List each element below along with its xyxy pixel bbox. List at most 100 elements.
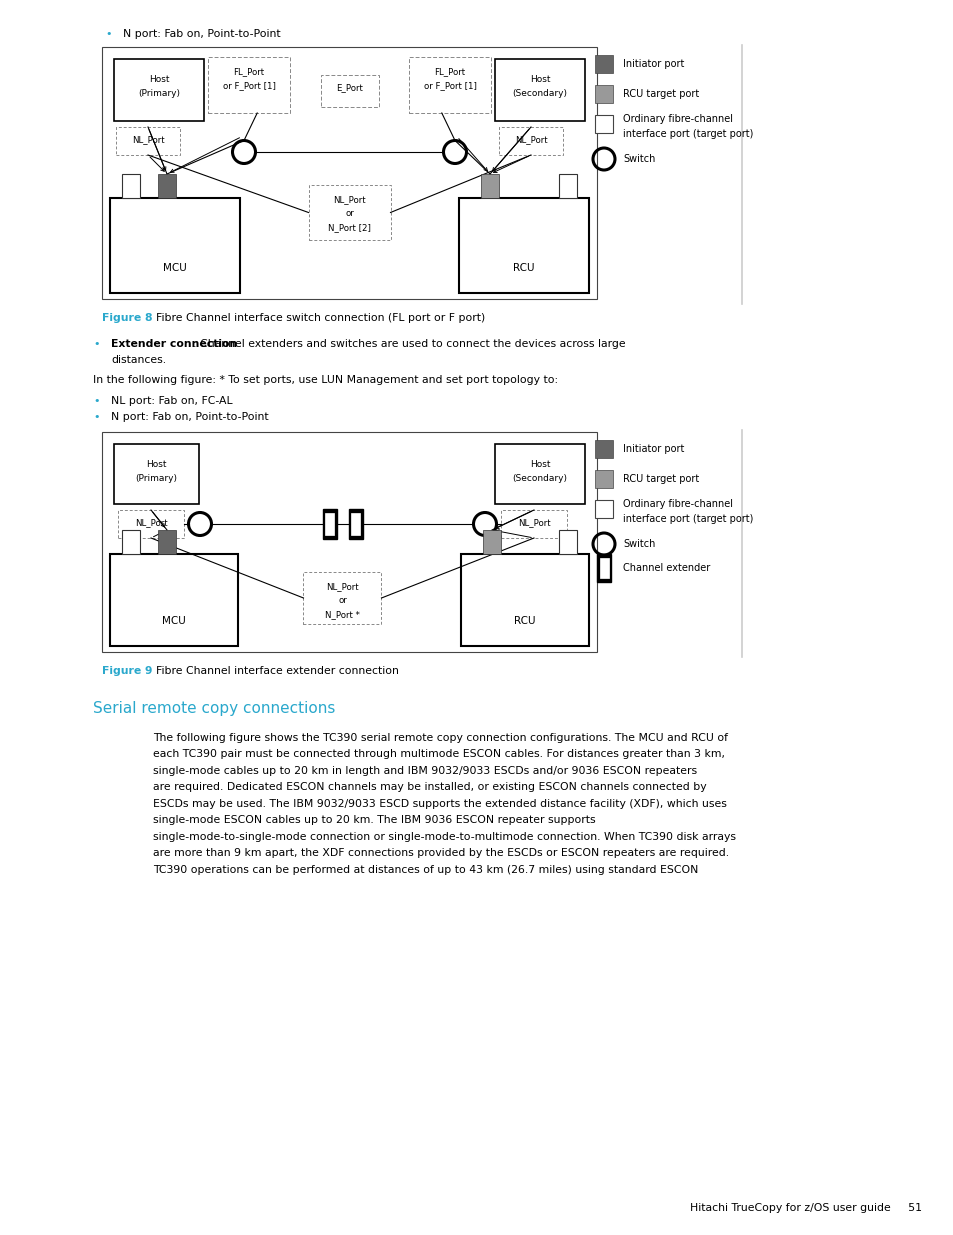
Text: interface port (target port): interface port (target port) bbox=[622, 514, 753, 524]
Bar bbox=[558, 530, 577, 555]
Text: FL_Port: FL_Port bbox=[434, 67, 465, 77]
Text: NL port: Fab on, FC-AL: NL port: Fab on, FC-AL bbox=[111, 396, 233, 406]
Text: Fibre Channel interface switch connection (FL port or F port): Fibre Channel interface switch connectio… bbox=[149, 312, 485, 324]
Text: Ordinary fibre-channel: Ordinary fibre-channel bbox=[622, 114, 732, 124]
Bar bbox=[122, 530, 140, 555]
Text: interface port (target port): interface port (target port) bbox=[622, 128, 753, 140]
Text: MCU: MCU bbox=[162, 616, 186, 626]
Text: N_Port [2]: N_Port [2] bbox=[328, 224, 371, 232]
Text: •: • bbox=[105, 28, 112, 40]
Text: •: • bbox=[92, 338, 99, 350]
Bar bbox=[595, 440, 613, 458]
Text: single-mode cables up to 20 km in length and IBM 9032/9033 ESCDs and/or 9036 ESC: single-mode cables up to 20 km in length… bbox=[152, 766, 697, 776]
Text: The following figure shows the TC390 serial remote copy connection configuration: The following figure shows the TC390 ser… bbox=[152, 734, 727, 743]
Bar bbox=[595, 115, 613, 133]
Bar bbox=[351, 513, 359, 535]
Text: Extender connection: Extender connection bbox=[111, 338, 237, 350]
Bar bbox=[595, 56, 613, 73]
Text: TC390 operations can be performed at distances of up to 43 km (26.7 miles) using: TC390 operations can be performed at dis… bbox=[152, 864, 698, 876]
Bar bbox=[495, 445, 584, 504]
Bar bbox=[102, 47, 597, 299]
Bar bbox=[113, 59, 204, 121]
Bar bbox=[320, 75, 378, 107]
Bar bbox=[482, 530, 500, 555]
Bar bbox=[325, 513, 334, 535]
Text: each TC390 pair must be connected through multimode ESCON cables. For distances : each TC390 pair must be connected throug… bbox=[152, 750, 724, 760]
Bar bbox=[122, 174, 140, 198]
Text: E_Port: E_Port bbox=[335, 83, 362, 91]
Text: Host: Host bbox=[529, 75, 550, 84]
Text: •: • bbox=[92, 396, 99, 406]
Bar bbox=[303, 572, 381, 624]
Text: N port: Fab on, Point-to-Point: N port: Fab on, Point-to-Point bbox=[123, 28, 280, 40]
Text: are required. Dedicated ESCON channels may be installed, or existing ESCON chann: are required. Dedicated ESCON channels m… bbox=[152, 783, 706, 793]
Text: Channel extender: Channel extender bbox=[622, 563, 709, 573]
Bar bbox=[458, 198, 588, 293]
Bar bbox=[102, 432, 597, 652]
Text: FL_Port: FL_Port bbox=[233, 67, 264, 77]
Text: Initiator port: Initiator port bbox=[622, 59, 683, 69]
Bar bbox=[500, 510, 566, 538]
Text: NL_Port: NL_Port bbox=[517, 517, 550, 527]
Bar bbox=[348, 509, 362, 538]
Text: : Channel extenders and switches are used to connect the devices across large: : Channel extenders and switches are use… bbox=[193, 338, 625, 350]
Text: RCU: RCU bbox=[513, 263, 535, 273]
Text: or F_Port [1]: or F_Port [1] bbox=[423, 82, 476, 90]
Text: (Primary): (Primary) bbox=[135, 474, 177, 483]
Text: single-mode-to-single-mode connection or single-mode-to-multimode connection. Wh: single-mode-to-single-mode connection or… bbox=[152, 832, 735, 842]
Text: Hitachi TrueCopy for z/OS user guide     51: Hitachi TrueCopy for z/OS user guide 51 bbox=[689, 1203, 921, 1213]
Text: Switch: Switch bbox=[622, 538, 655, 550]
Bar bbox=[595, 500, 613, 517]
Text: Host: Host bbox=[529, 459, 550, 469]
Bar bbox=[595, 471, 613, 488]
Bar bbox=[597, 555, 610, 582]
Bar bbox=[308, 185, 390, 240]
Text: Host: Host bbox=[146, 459, 167, 469]
Text: Figure 8: Figure 8 bbox=[102, 312, 152, 324]
Bar bbox=[409, 57, 491, 112]
Text: RCU: RCU bbox=[514, 616, 536, 626]
Bar bbox=[208, 57, 290, 112]
Text: In the following figure: * To set ports, use LUN Management and set port topolog: In the following figure: * To set ports,… bbox=[92, 375, 558, 385]
Text: Figure 9: Figure 9 bbox=[102, 666, 152, 676]
Text: Serial remote copy connections: Serial remote copy connections bbox=[92, 701, 335, 716]
Bar bbox=[110, 555, 237, 646]
Text: single-mode ESCON cables up to 20 km. The IBM 9036 ESCON repeater supports: single-mode ESCON cables up to 20 km. Th… bbox=[152, 815, 595, 825]
Text: Fibre Channel interface extender connection: Fibre Channel interface extender connect… bbox=[149, 666, 398, 676]
Text: NL_Port: NL_Port bbox=[134, 517, 167, 527]
Text: distances.: distances. bbox=[111, 354, 166, 366]
Text: MCU: MCU bbox=[163, 263, 187, 273]
Text: Switch: Switch bbox=[622, 154, 655, 164]
Text: RCU target port: RCU target port bbox=[622, 474, 699, 484]
Text: N_Port *: N_Port * bbox=[325, 610, 359, 619]
Text: or: or bbox=[337, 597, 347, 605]
Text: are more than 9 km apart, the XDF connections provided by the ESCDs or ESCON rep: are more than 9 km apart, the XDF connec… bbox=[152, 848, 728, 858]
Bar bbox=[116, 127, 180, 156]
Text: N port: Fab on, Point-to-Point: N port: Fab on, Point-to-Point bbox=[111, 412, 269, 422]
Bar bbox=[595, 85, 613, 103]
Text: Ordinary fibre-channel: Ordinary fibre-channel bbox=[622, 499, 732, 509]
Text: or F_Port [1]: or F_Port [1] bbox=[222, 82, 275, 90]
Bar bbox=[158, 530, 175, 555]
Text: Initiator port: Initiator port bbox=[622, 445, 683, 454]
Text: ESCDs may be used. The IBM 9032/9033 ESCD supports the extended distance facilit: ESCDs may be used. The IBM 9032/9033 ESC… bbox=[152, 799, 726, 809]
Bar bbox=[498, 127, 562, 156]
Text: NL_Port: NL_Port bbox=[515, 135, 547, 144]
Text: (Primary): (Primary) bbox=[138, 89, 180, 98]
Bar bbox=[460, 555, 588, 646]
Bar bbox=[480, 174, 498, 198]
Text: (Secondary): (Secondary) bbox=[512, 89, 567, 98]
Bar bbox=[118, 510, 184, 538]
Bar bbox=[322, 509, 336, 538]
Bar bbox=[158, 174, 175, 198]
Text: RCU target port: RCU target port bbox=[622, 89, 699, 99]
Text: or: or bbox=[345, 209, 354, 219]
Text: NL_Port: NL_Port bbox=[326, 582, 358, 592]
Text: Host: Host bbox=[149, 75, 169, 84]
Bar bbox=[110, 198, 240, 293]
Bar bbox=[113, 445, 199, 504]
Bar bbox=[598, 558, 608, 578]
Bar bbox=[558, 174, 577, 198]
Text: (Secondary): (Secondary) bbox=[512, 474, 567, 483]
Bar bbox=[495, 59, 584, 121]
